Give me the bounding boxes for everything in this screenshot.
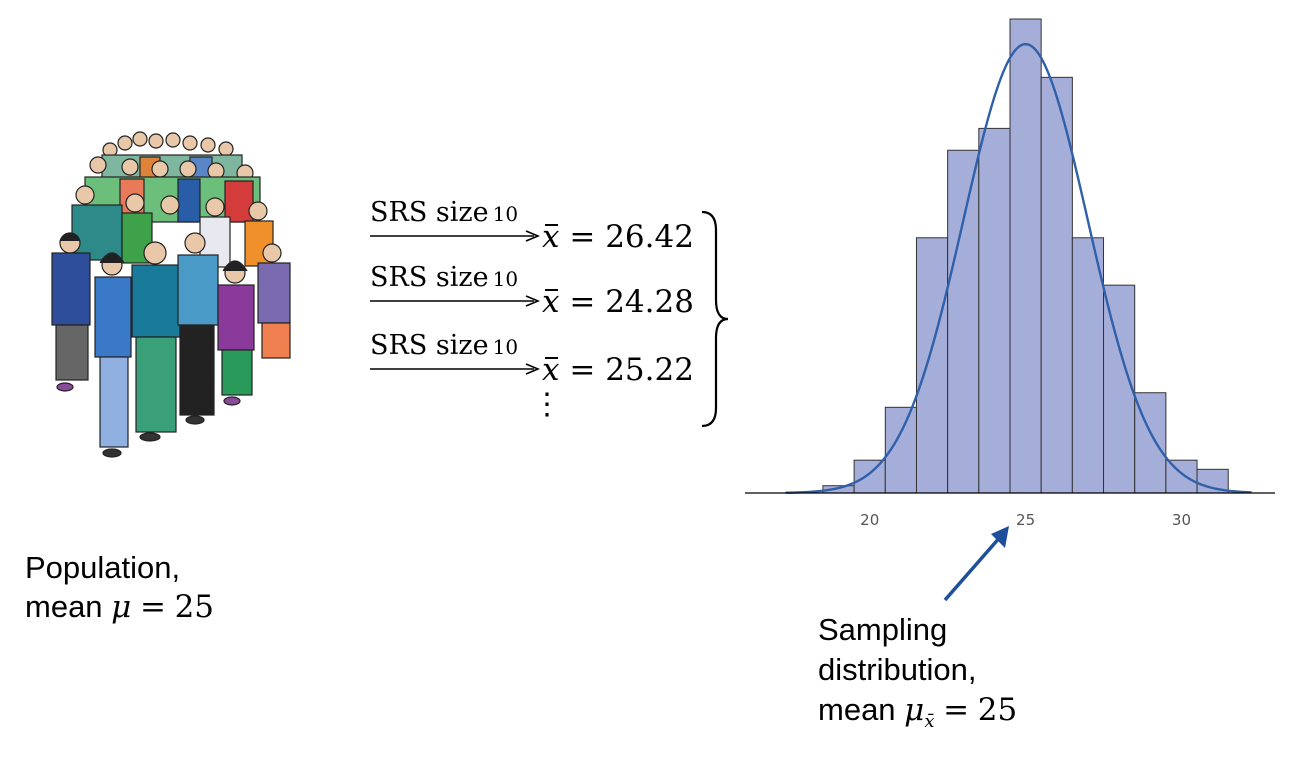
arrow-right-icon [370, 295, 540, 307]
population-label: Population, mean μ = 25 [25, 548, 214, 627]
sampling-mean: mean μx̄ = 25 [818, 692, 1018, 733]
xbar-symbol: x [542, 284, 560, 320]
sampling-distribution-histogram: 20 25 30 [745, 18, 1275, 529]
histogram-bars [822, 18, 1229, 494]
sample-mean: 25.22 [605, 352, 694, 388]
histogram-bar [1009, 18, 1042, 494]
mu-symbol: μ [904, 692, 925, 728]
crowd-illustration [51, 131, 291, 458]
arrow-right-icon [370, 363, 540, 375]
xbar-symbol: x [542, 352, 560, 388]
histogram-bar [1071, 237, 1105, 494]
pointer-arrow-icon [943, 526, 1009, 602]
x-tick-label: 20 [860, 511, 879, 529]
population-title: Population, [25, 550, 181, 585]
sample-size: 10 [492, 202, 519, 226]
xbar-subscript: x̄ [924, 711, 935, 733]
sampling-title-line1: Sampling [818, 612, 948, 647]
sampling-title-line2: distribution, [818, 652, 977, 687]
sample-row-3: SRS size 10 x = 25.22 [370, 330, 694, 388]
sampling-distribution-label: Sampling distribution, mean μx̄ = 25 [818, 610, 1017, 742]
histogram-bar [915, 237, 949, 494]
x-tick-label: 30 [1172, 511, 1191, 529]
histogram-bar [978, 127, 1011, 494]
sample-row-1: SRS size 10 x = 26.42 [370, 197, 694, 255]
srs-label: SRS size [370, 197, 489, 228]
normal-curve [785, 42, 1252, 494]
sample-mean: 26.42 [605, 219, 694, 255]
histogram-bar [853, 459, 886, 494]
x-tick-label: 25 [1016, 511, 1035, 529]
population-mean-value: 25 [174, 589, 215, 625]
vertical-ellipsis: ⋮ [532, 387, 562, 422]
histogram-bar [1165, 459, 1198, 494]
sample-size: 10 [492, 267, 519, 291]
x-axis-ticks: 20 25 30 [860, 511, 1191, 529]
srs-label: SRS size [370, 262, 489, 293]
histogram-bar [1040, 76, 1073, 494]
sampling-mean-value: 25 [977, 692, 1018, 728]
arrow-right-icon [370, 230, 540, 242]
right-brace-icon [701, 210, 729, 428]
mu-symbol: μ [111, 589, 132, 625]
histogram-bar [947, 149, 980, 494]
xbar-symbol: x [542, 219, 560, 255]
sample-size: 10 [492, 335, 519, 359]
sample-row-2: SRS size 10 x = 24.28 [370, 262, 694, 320]
srs-label: SRS size [370, 330, 489, 361]
sample-mean: 24.28 [605, 284, 694, 320]
population-mean: mean μ = 25 [25, 589, 215, 625]
histogram-bar [1103, 284, 1136, 494]
